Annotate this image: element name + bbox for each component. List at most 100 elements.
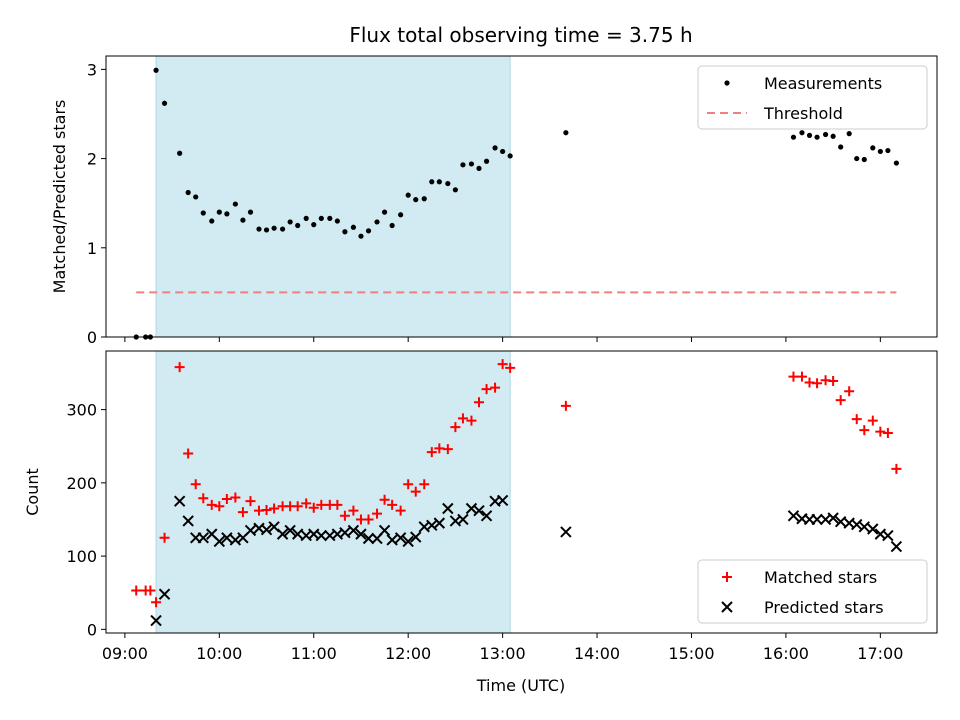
predicted-stars-point [213,535,226,548]
matched-stars-point [237,507,248,518]
x-axis-label: Time (UTC) [476,676,565,695]
matched-stars-point [812,378,823,389]
top-axes-measurements: 0 1 2 3 Matched/Predicted stars Measurements T… [50,55,938,347]
y-tick-label: 3 [87,60,97,79]
predicted-stars-point [394,532,407,544]
matched-stars-point [426,447,437,458]
measurements-point [240,217,246,223]
measurements-point [295,222,301,229]
matched-stars-point [301,498,312,509]
measurements-point [799,130,805,136]
matched-stars-point [828,376,839,387]
matched-stars-point [788,371,799,382]
measurements-point [287,219,293,225]
x-tick-label: 10:00 [196,644,242,663]
measurements-point [483,158,490,164]
matched-stars-point [214,501,225,512]
x-tick-label: 16:00 [763,644,809,663]
y-tick-label: 0 [87,620,97,639]
measurements-point [271,225,277,231]
matched-stars-point [339,510,350,521]
measurements-point [500,148,506,155]
y-tick-label: 0 [87,328,97,347]
measurements-point [153,67,159,73]
predicted-stars-point [457,513,469,526]
matched-stars-point [183,448,194,459]
x-tick-label: 09:00 [102,644,148,663]
matched-stars-point [308,502,319,513]
legend-marker [724,80,730,86]
predicted-stars-point [410,531,422,543]
measurements-point [374,219,380,225]
predicted-stars-point [867,523,879,535]
measurements-point [327,215,333,221]
predicted-stars-point [787,510,800,522]
y-tick-label: 1 [87,239,97,258]
predicted-stars-point [378,524,391,537]
measurements-point [334,218,340,224]
chart-title: Flux total observing time = 3.75 h [349,23,692,47]
predicted-stars-point [284,524,296,537]
measurements-point [200,210,206,216]
matched-stars-point [490,382,501,393]
legend-marker [722,572,732,582]
measurements-point [358,233,364,239]
predicted-stars-point [811,513,823,526]
measurements-point [193,194,199,200]
predicted-stars-point [480,510,493,522]
measurements-point [452,187,458,193]
predicted-stars-point [276,528,289,540]
measurements-point [216,209,222,215]
legend-frame [697,559,928,624]
measurements-point [318,215,324,221]
series-group [131,359,903,627]
measurements-point [790,134,797,140]
matched-stars-point [851,414,862,425]
measurements-point [365,228,372,234]
predicted-stars-point [260,524,273,536]
predicted-stars-point [560,526,572,538]
measurements-point [232,201,238,207]
x-tick-label: 14:00 [574,644,620,663]
matched-stars-point [497,359,508,370]
measurements-point [185,189,191,196]
matched-stars-point [174,362,185,373]
measurements-point [563,130,569,136]
legend: Measurements Threshold [697,65,928,130]
measurements-point [806,132,813,138]
matched-stars-point [363,514,374,525]
x-tick-label: 17:00 [857,644,903,663]
matched-stars-point [131,585,142,596]
bottom-axes-counts: 0 100 200 300 09:00 10:00 11:00 12:00 13:00 14:00… [23,350,938,663]
matched-stars-point [379,494,390,505]
predicted-stars-point [347,524,360,537]
predicted-stars-point [315,529,328,542]
observing-span-shade [155,350,511,634]
measurements-point [476,165,482,171]
x-tick-label: 13:00 [480,644,526,663]
measurements-point [256,226,262,232]
predicted-stars-point [433,517,446,529]
matched-stars-point [434,443,445,454]
measurements-point [161,100,168,106]
observing-span-shade [155,55,511,338]
matched-stars-point [560,400,571,411]
matched-stars-point [261,504,272,515]
predicted-stars-point [362,532,375,545]
predicted-stars-point [827,512,839,524]
measurements-point [838,144,844,150]
predicted-stars-point [355,528,367,540]
measurements-point [350,224,357,230]
axes-frame [105,350,938,634]
measurements-point [342,229,348,235]
matched-stars-point [796,371,807,382]
y-tick-label: 100 [66,547,97,566]
measurements-point [247,209,254,215]
measurements-point [436,179,442,185]
matched-stars-point [457,413,468,424]
measurements-point [830,133,836,139]
matched-stars-point [867,415,878,426]
y-tick-label: 2 [87,150,97,169]
measurements-point [814,134,820,140]
matched-stars-point [332,499,343,510]
